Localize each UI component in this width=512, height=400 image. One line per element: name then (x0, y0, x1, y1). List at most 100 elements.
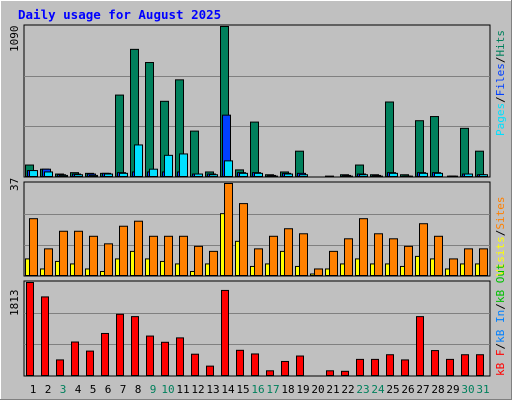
day-label: 24 (371, 383, 385, 396)
sites-bar (164, 235, 173, 276)
sites-bar (119, 225, 128, 277)
kbytes-bar (176, 337, 184, 376)
kbytes-bar (41, 296, 49, 376)
kbytes-bar (236, 349, 244, 376)
pages-bar (74, 174, 83, 177)
legend-kb-f: kB F (494, 350, 507, 377)
hits-bar (295, 150, 304, 177)
pages-bar (254, 172, 263, 178)
pages-bar (209, 174, 218, 177)
day-label: 30 (461, 383, 474, 396)
hits-bar (145, 62, 154, 177)
sites-bar (254, 248, 263, 276)
kbytes-bar (221, 289, 229, 376)
sites-bar (344, 238, 353, 277)
kbytes-bar (116, 313, 124, 377)
day-label: 18 (281, 383, 294, 396)
legend-sep-2: / (494, 57, 507, 64)
legend-kb-in: kB In (494, 310, 507, 343)
legend-kb-out: kB Out (494, 263, 507, 303)
kbytes-bar (341, 370, 349, 376)
visits-sites-panel (23, 181, 491, 277)
sites-bar (464, 248, 473, 276)
pages-bar (434, 172, 443, 178)
kbytes-bar (476, 354, 484, 376)
legend-sep-4: / (494, 343, 507, 350)
day-label: 6 (105, 383, 112, 396)
day-label: 25 (386, 383, 399, 396)
kbytes-panel (23, 280, 491, 377)
sites-bar (449, 258, 458, 276)
kbytes-bar (86, 350, 94, 377)
sites-bar (404, 245, 413, 277)
sites-bar (194, 245, 203, 277)
sites-bar (74, 230, 83, 277)
pages-bar (29, 170, 38, 178)
pages-bar (194, 173, 203, 177)
kbytes-bar (146, 335, 154, 377)
pages-bar (59, 174, 68, 177)
hits-bar (385, 101, 394, 177)
kbytes-bar (416, 316, 424, 377)
sites-bar (284, 228, 293, 276)
sites-bar (239, 203, 248, 276)
pages-bar (419, 172, 428, 178)
sites-bar (269, 235, 278, 276)
day-label: 26 (401, 383, 414, 396)
legend-pages: Pages (494, 103, 507, 136)
sites-bar (104, 243, 113, 277)
sites-bar (89, 235, 98, 276)
pages-bar (479, 174, 488, 177)
kbytes-bar (371, 358, 379, 376)
day-label: 1 (30, 383, 37, 396)
hits-bar (475, 150, 484, 177)
legend-visits: Visits (494, 236, 507, 276)
kbytes-bar (446, 358, 454, 376)
kbytes-bar (56, 359, 64, 377)
day-label: 9 (150, 383, 157, 396)
day-label: 21 (326, 383, 339, 396)
hits-files-pages-panel (23, 24, 491, 178)
day-label: 2 (45, 383, 52, 396)
day-label: 27 (416, 383, 429, 396)
kbytes-bar (251, 353, 259, 377)
sites-bar (29, 218, 38, 277)
hits-bar (190, 130, 199, 177)
sites-bar (44, 248, 53, 276)
legend-hits: Hits (494, 30, 507, 57)
kbytes-bar (461, 354, 469, 376)
day-label: 19 (296, 383, 309, 396)
kbytes-bar (161, 341, 169, 377)
legend-hits-panel: Pages/Files/Hits (494, 30, 507, 136)
hits-bar (430, 116, 439, 177)
sites-bar (59, 230, 68, 277)
day-label: 7 (120, 383, 127, 396)
day-label: 16 (251, 383, 264, 396)
day-label: 4 (75, 383, 82, 396)
pages-bar (179, 153, 188, 177)
day-label: 3 (60, 383, 67, 396)
sites-bar (479, 248, 488, 276)
pages-bar (464, 173, 473, 177)
day-label: 12 (191, 383, 204, 396)
kbytes-bar (71, 341, 79, 377)
pages-bar (224, 160, 233, 177)
pages-bar (119, 172, 128, 178)
day-label: 10 (161, 383, 174, 396)
kbytes-bar (101, 332, 109, 376)
day-label: 5 (90, 383, 97, 396)
pages-bar (89, 174, 98, 177)
pages-bar (359, 174, 368, 177)
sites-bar (329, 250, 338, 277)
sites-bar (434, 235, 443, 276)
day-label: 23 (356, 383, 369, 396)
legend-files: Files (494, 63, 507, 96)
sites-bar (179, 235, 188, 276)
day-label: 11 (176, 383, 189, 396)
pages-bar (284, 173, 293, 177)
legend-kbytes-panel: kB F/kB In/kB Out (494, 263, 507, 376)
kbytes-bar (206, 365, 214, 376)
sites-bar (224, 183, 233, 276)
kbytes-bar (386, 354, 394, 376)
